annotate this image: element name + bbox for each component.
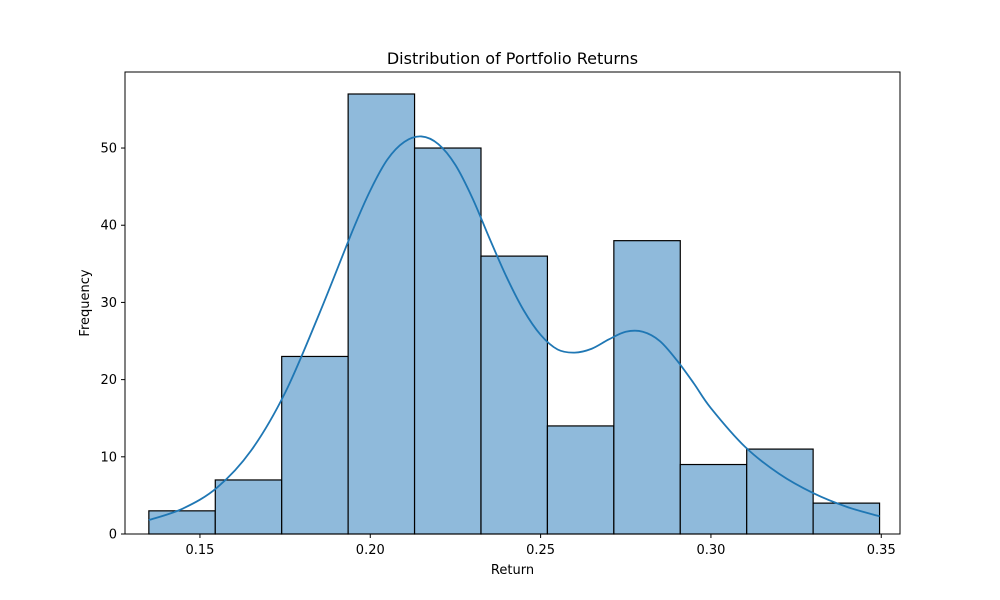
bars-layer: [148, 93, 881, 535]
histogram-bar: [812, 502, 881, 535]
y-tick-label: 20: [100, 373, 117, 388]
x-tick-label: 0.25: [526, 543, 555, 558]
histogram-bar: [679, 463, 748, 535]
histogram-bar: [746, 448, 814, 535]
histogram-bar: [347, 93, 416, 535]
histogram-bar: [148, 510, 216, 535]
y-tick-label: 10: [100, 450, 117, 465]
x-tick-label: 0.15: [185, 543, 214, 558]
x-axis-label: Return: [491, 563, 534, 578]
plot-area-frame: [124, 71, 901, 535]
kde-layer: [148, 135, 880, 521]
histogram-bar: [546, 425, 615, 535]
histogram-bar: [613, 240, 681, 535]
y-axis-ticks: 0 10 20 30 40 50: [100, 142, 125, 543]
y-tick-label: 0: [109, 528, 117, 543]
y-tick-label: 30: [100, 296, 117, 311]
histogram-bar: [281, 355, 349, 535]
x-axis-ticks: 0.15 0.20 0.25 0.30 0.35: [185, 534, 896, 558]
x-tick-label: 0.20: [356, 543, 385, 558]
histogram-bar: [214, 479, 283, 535]
kde-line: [148, 135, 880, 521]
x-tick-label: 0.30: [696, 543, 725, 558]
y-tick-label: 40: [100, 219, 117, 234]
histogram-bar: [480, 255, 549, 535]
y-tick-label: 50: [100, 142, 117, 157]
histogram-bar: [413, 147, 482, 535]
chart-title: Distribution of Portfolio Returns: [387, 49, 638, 68]
x-tick-label: 0.35: [867, 543, 896, 558]
y-axis-label: Frequency: [78, 269, 93, 336]
